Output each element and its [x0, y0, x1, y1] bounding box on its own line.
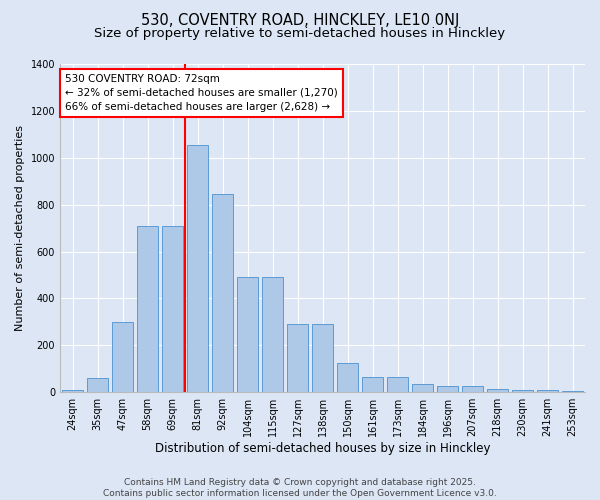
- Bar: [62, 390, 83, 392]
- Text: Contains HM Land Registry data © Crown copyright and database right 2025.
Contai: Contains HM Land Registry data © Crown c…: [103, 478, 497, 498]
- Bar: [512, 390, 533, 392]
- Bar: [487, 388, 508, 392]
- Bar: [237, 278, 258, 392]
- Bar: [262, 278, 283, 392]
- Bar: [387, 377, 408, 392]
- Bar: [212, 194, 233, 392]
- Bar: [312, 324, 333, 392]
- Text: 530 COVENTRY ROAD: 72sqm
← 32% of semi-detached houses are smaller (1,270)
66% o: 530 COVENTRY ROAD: 72sqm ← 32% of semi-d…: [65, 74, 338, 112]
- X-axis label: Distribution of semi-detached houses by size in Hinckley: Distribution of semi-detached houses by …: [155, 442, 490, 455]
- Bar: [187, 145, 208, 392]
- Bar: [162, 226, 183, 392]
- Bar: [137, 226, 158, 392]
- Text: 530, COVENTRY ROAD, HINCKLEY, LE10 0NJ: 530, COVENTRY ROAD, HINCKLEY, LE10 0NJ: [141, 12, 459, 28]
- Bar: [112, 322, 133, 392]
- Y-axis label: Number of semi-detached properties: Number of semi-detached properties: [15, 125, 25, 331]
- Bar: [562, 391, 583, 392]
- Bar: [362, 377, 383, 392]
- Text: Size of property relative to semi-detached houses in Hinckley: Size of property relative to semi-detach…: [94, 28, 506, 40]
- Bar: [287, 324, 308, 392]
- Bar: [337, 363, 358, 392]
- Bar: [537, 390, 558, 392]
- Bar: [437, 386, 458, 392]
- Bar: [412, 384, 433, 392]
- Bar: [462, 386, 483, 392]
- Bar: [87, 378, 108, 392]
